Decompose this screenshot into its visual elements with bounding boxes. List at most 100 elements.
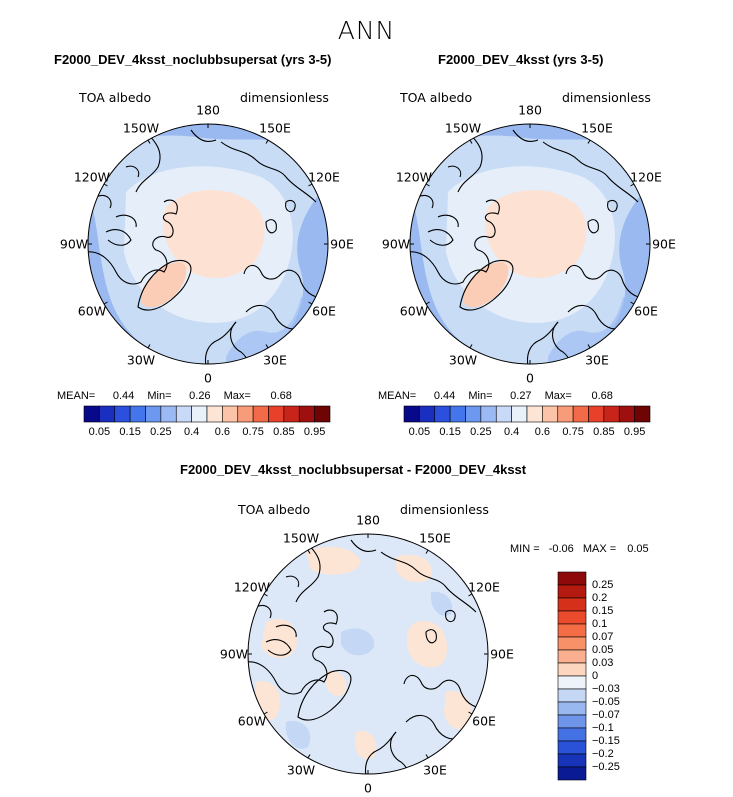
colorbar-tick-label: 0.07	[592, 631, 614, 643]
longitude-tick	[425, 549, 429, 554]
colorbar-swatch	[557, 623, 587, 638]
coastline	[135, 131, 161, 193]
coastline	[380, 551, 477, 613]
negative-anomaly	[341, 628, 375, 656]
positive-anomaly	[325, 671, 347, 696]
colorbar-tick-label: 0.75	[562, 426, 584, 438]
coastline	[275, 624, 297, 638]
coastline	[350, 539, 377, 553]
colorbar-swatch	[557, 766, 587, 781]
colorbar-swatch	[618, 405, 635, 423]
colorbar-swatch	[557, 688, 587, 703]
coastline	[459, 259, 514, 311]
longitude-tick	[263, 711, 268, 715]
coastline	[403, 674, 488, 709]
longitude-tick	[469, 344, 473, 349]
coastline	[265, 639, 292, 656]
coastline	[137, 259, 192, 311]
coastline	[526, 321, 559, 364]
colorbar-tick-label: 0.2	[592, 592, 608, 604]
coastline	[285, 199, 296, 213]
coastline	[243, 264, 328, 299]
diff-units-label: dimensionless	[400, 502, 489, 517]
colorbar-swatch	[403, 405, 420, 423]
longitude-label: 60W	[77, 303, 107, 319]
right-max-value: 0.68	[591, 390, 613, 402]
longitude-label: 30W	[448, 352, 478, 368]
longitude-tick	[263, 593, 268, 597]
colorbar-tick-label: 0.85	[273, 426, 295, 438]
colorbar-swatch	[542, 405, 559, 423]
longitude-label: 30W	[286, 762, 316, 778]
diff-max-value: 0.05	[627, 543, 649, 555]
greenland-region	[463, 262, 509, 308]
colorbar-tick-label: −0.15	[592, 735, 620, 747]
colorbar-swatch	[572, 405, 589, 423]
longitude-label: 30E	[263, 352, 287, 368]
colorbar-swatch	[252, 405, 269, 423]
longitude-label: 120E	[630, 169, 662, 185]
coastline	[190, 129, 217, 143]
coastline	[457, 131, 483, 193]
colorbar-swatch	[434, 405, 451, 423]
longitude-tick	[265, 344, 269, 349]
diff-min-label: MIN =	[510, 543, 540, 555]
diff-panel-title: F2000_DEV_4ksst_noclubbsupersat - F2000_…	[180, 462, 527, 477]
colorbar-swatch	[237, 405, 254, 423]
colorbar-tick-label: 0.6	[214, 426, 231, 438]
longitude-tick	[425, 183, 430, 187]
right-stats: MEAN= 0.44 Min= 0.27 Max= 0.68	[378, 390, 613, 402]
colorbar-tick-label: 0.15	[439, 426, 461, 438]
right-mean-label: MEAN=	[378, 390, 417, 402]
coastline	[587, 219, 599, 234]
longitude-label: 180	[518, 102, 542, 118]
left-mean-value: 0.44	[112, 390, 135, 402]
right-max-label: Max=	[544, 390, 572, 402]
longitude-label: 60E	[472, 713, 496, 729]
colorbar-tick-label: 0.75	[242, 426, 264, 438]
colorbar-swatch	[588, 405, 605, 423]
longitude-label: 90W	[381, 236, 411, 252]
colorbar-tick-label: 0.15	[119, 426, 141, 438]
greenland-region	[141, 262, 187, 308]
colorbar-swatch	[83, 405, 100, 423]
longitude-label: 120E	[308, 169, 340, 185]
longitude-tick	[307, 549, 311, 554]
arctic-warm-region	[484, 190, 587, 278]
colorbar-swatch	[557, 610, 587, 625]
coastline	[248, 609, 338, 695]
colorbar-swatch	[557, 701, 587, 716]
longitude-label: 60W	[399, 303, 429, 319]
colorbar-swatch	[268, 405, 285, 423]
coastline	[565, 264, 650, 299]
colorbar-swatch	[634, 405, 651, 423]
colorbar-swatch	[495, 405, 512, 423]
left-mean-label: MEAN=	[57, 390, 96, 402]
colorbar-tick-label: 0.25	[150, 426, 172, 438]
colorbar-swatch	[557, 584, 587, 599]
colorbar-swatch	[175, 405, 192, 423]
right-min-value: 0.27	[510, 390, 532, 402]
colorbar-tick-label: −0.07	[592, 709, 620, 721]
colorbar-tick-label: 0.6	[534, 426, 551, 438]
longitude-label: 0	[526, 370, 534, 386]
colorbar-swatch	[191, 405, 208, 423]
colorbar-swatch	[314, 405, 331, 423]
left-colorbar	[83, 405, 331, 423]
colorbar-tick-label: −0.2	[592, 748, 614, 760]
coastline	[204, 321, 237, 364]
colorbar-tick-label: 0.03	[592, 657, 614, 669]
longitude-label: 150E	[581, 120, 613, 136]
left-max-value: 0.68	[270, 390, 292, 402]
longitude-tick	[103, 301, 108, 305]
colorbar-swatch	[557, 597, 587, 612]
colorbar-tick-label: −0.05	[592, 696, 620, 708]
coastline	[245, 304, 302, 330]
colorbar-swatch	[557, 727, 587, 742]
negative-anomaly	[285, 720, 311, 749]
left-min-label: Min=	[147, 390, 172, 402]
longitude-label: 150W	[122, 120, 160, 136]
colorbar-tick-label: 0	[592, 670, 599, 682]
longitude-tick	[147, 139, 151, 144]
arctic-warm-region	[162, 190, 265, 278]
